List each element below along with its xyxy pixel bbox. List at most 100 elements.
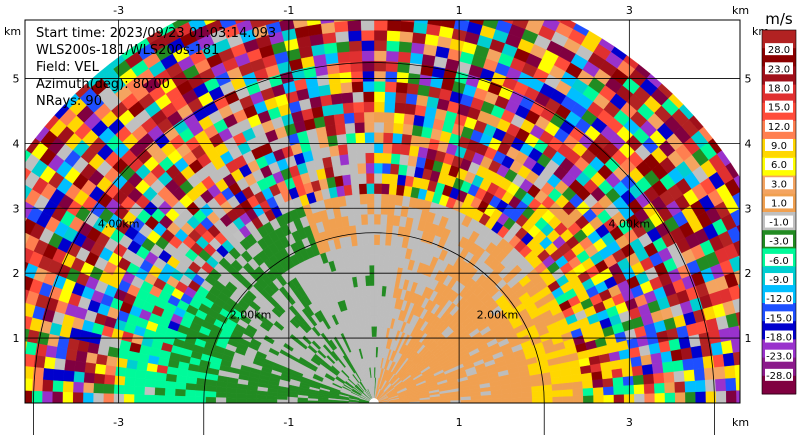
velocity-gate [660, 350, 673, 363]
velocity-gate [411, 31, 427, 45]
velocity-gate [215, 386, 227, 393]
velocity-gate [393, 112, 405, 124]
range-ring-label: 2.00km [230, 309, 272, 322]
velocity-gate [373, 244, 380, 256]
velocity-gate [346, 0, 361, 11]
velocity-gate [94, 363, 107, 375]
velocity-gate [347, 30, 362, 42]
velocity-gate [731, 191, 740, 210]
velocity-gate [25, 275, 34, 292]
velocity-gate [695, 391, 707, 403]
velocity-gate [389, 173, 399, 185]
velocity-gate [328, 82, 342, 95]
velocity-gate [735, 377, 740, 391]
velocity-gate [501, 397, 513, 403]
velocity-gate [287, 399, 298, 403]
velocity-gate [602, 377, 614, 388]
velocity-gate [397, 164, 408, 176]
velocity-gate [354, 132, 366, 144]
velocity-gate [362, 80, 375, 92]
range-rings: 2.00km 2.00km 4.00km 4.00km [33, 62, 715, 435]
velocity-gate [341, 91, 354, 104]
velocity-gate [0, 265, 5, 282]
colorbar-tick-label: -18.0 [766, 333, 792, 344]
velocity-gate [256, 394, 268, 400]
velocity-gate [373, 80, 386, 92]
velocity-gate [613, 385, 625, 395]
velocity-gate [387, 20, 401, 22]
velocity-gate [25, 302, 26, 306]
velocity-gate [746, 376, 757, 390]
velocity-gate [521, 391, 533, 399]
velocity-gate [633, 383, 645, 395]
velocity-gate [690, 345, 703, 359]
velocity-gate [392, 214, 401, 227]
velocity-gate [373, 172, 383, 184]
velocity-gate [415, 94, 429, 107]
velocity-gate [362, 244, 370, 256]
velocity-gate [235, 397, 247, 403]
velocity-gate [381, 173, 391, 185]
velocity-gate [388, 0, 403, 1]
radar-origin [369, 398, 379, 403]
velocity-gate [25, 188, 41, 207]
velocity-gate [0, 337, 7, 352]
velocity-gate [746, 217, 761, 235]
velocity-gate [524, 20, 543, 35]
y-tick-label-right: 1 [745, 332, 752, 345]
velocity-gate [74, 360, 86, 373]
velocity-gate [391, 142, 402, 155]
velocity-gate [409, 52, 424, 65]
velocity-gate [302, 0, 318, 6]
velocity-gate [72, 381, 84, 394]
velocity-gate [0, 235, 5, 252]
velocity-gate [603, 394, 615, 403]
velocity-gate [199, 4, 215, 15]
velocity-gate [25, 263, 39, 280]
velocity-gate [263, 20, 280, 26]
x-tick-label-bottom: -1 [283, 416, 294, 429]
velocity-gate [363, 121, 375, 133]
velocity-gate [572, 388, 584, 397]
colorbar-label-bg [765, 234, 793, 247]
velocity-gate [386, 20, 401, 32]
velocity-gate [378, 254, 385, 266]
velocity-gate [271, 0, 288, 2]
velocity-gate [398, 41, 413, 53]
velocity-gate [642, 373, 655, 385]
velocity-gate [165, 373, 177, 383]
velocity-gate [481, 398, 492, 403]
velocity-gate [65, 348, 78, 362]
velocity-gate [427, 20, 442, 27]
velocity-gate [651, 362, 664, 374]
velocity-gate [644, 392, 656, 403]
velocity-gate [612, 376, 624, 387]
y-tick-label-left: 2 [13, 267, 20, 280]
velocity-gate [83, 372, 95, 384]
velocity-gate [373, 121, 385, 133]
velocity-gate [572, 395, 584, 403]
velocity-gate [373, 295, 378, 307]
velocity-gate [175, 375, 188, 384]
velocity-gate [368, 244, 375, 256]
velocity-gate [376, 315, 381, 327]
velocity-gate [641, 363, 654, 375]
velocity-gate [215, 5, 232, 20]
velocity-gate [41, 391, 53, 403]
velocity-gate [135, 369, 147, 380]
velocity-gate [55, 346, 68, 360]
velocity-gate [360, 0, 374, 10]
velocity-gate [335, 41, 350, 53]
colorbar-label-bg [765, 62, 793, 75]
velocity-gate [205, 390, 217, 398]
velocity-gate [663, 371, 675, 383]
velocity-gate [380, 203, 389, 215]
velocity-gate [11, 390, 21, 403]
velocity-gate [63, 359, 76, 372]
velocity-gate [124, 376, 136, 387]
velocity-gate [386, 214, 394, 226]
velocity-gate [384, 91, 396, 103]
velocity-gate [378, 244, 386, 256]
colorbar-tick-label: 23.0 [768, 64, 790, 75]
